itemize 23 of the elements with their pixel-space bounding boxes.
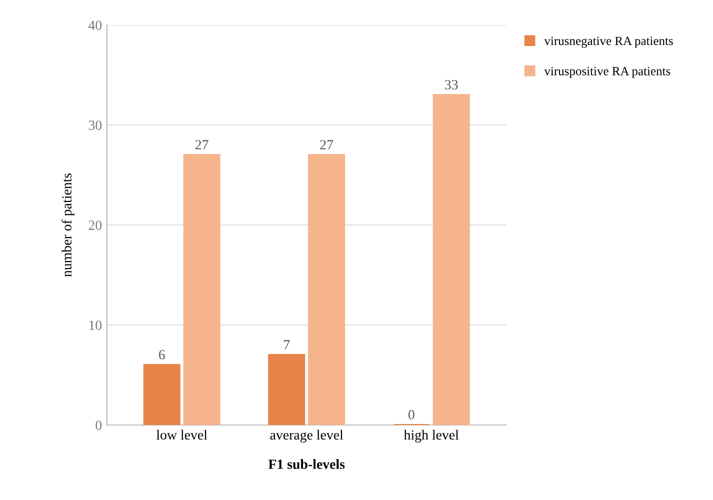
data-label: 33 bbox=[445, 80, 458, 90]
x-tick-label: average level bbox=[270, 430, 344, 442]
data-label: 7 bbox=[284, 340, 290, 350]
bar bbox=[432, 94, 470, 425]
y-tick-label: 30 bbox=[88, 120, 102, 130]
y-tick-label: 10 bbox=[89, 320, 102, 330]
data-label: 0 bbox=[408, 410, 414, 420]
data-label: 27 bbox=[320, 140, 334, 150]
bar bbox=[183, 154, 220, 425]
bar bbox=[143, 364, 180, 425]
bar bbox=[308, 154, 346, 425]
x-tick-label: low level bbox=[156, 430, 208, 440]
legend-label: viruspositive RA patients bbox=[544, 66, 670, 78]
x-axis-title: F1 sub-levels bbox=[268, 459, 345, 469]
y-axis-title: number of patients bbox=[62, 173, 74, 277]
data-label: 6 bbox=[158, 350, 165, 360]
legend-label: virusnegative RA patients bbox=[544, 36, 673, 48]
bar bbox=[268, 354, 306, 425]
y-tick-label: 0 bbox=[96, 420, 102, 430]
y-tick-label: 20 bbox=[88, 220, 102, 230]
x-tick-label: high level bbox=[404, 430, 459, 442]
data-label: 27 bbox=[195, 140, 208, 150]
y-tick-label: 40 bbox=[88, 20, 102, 30]
